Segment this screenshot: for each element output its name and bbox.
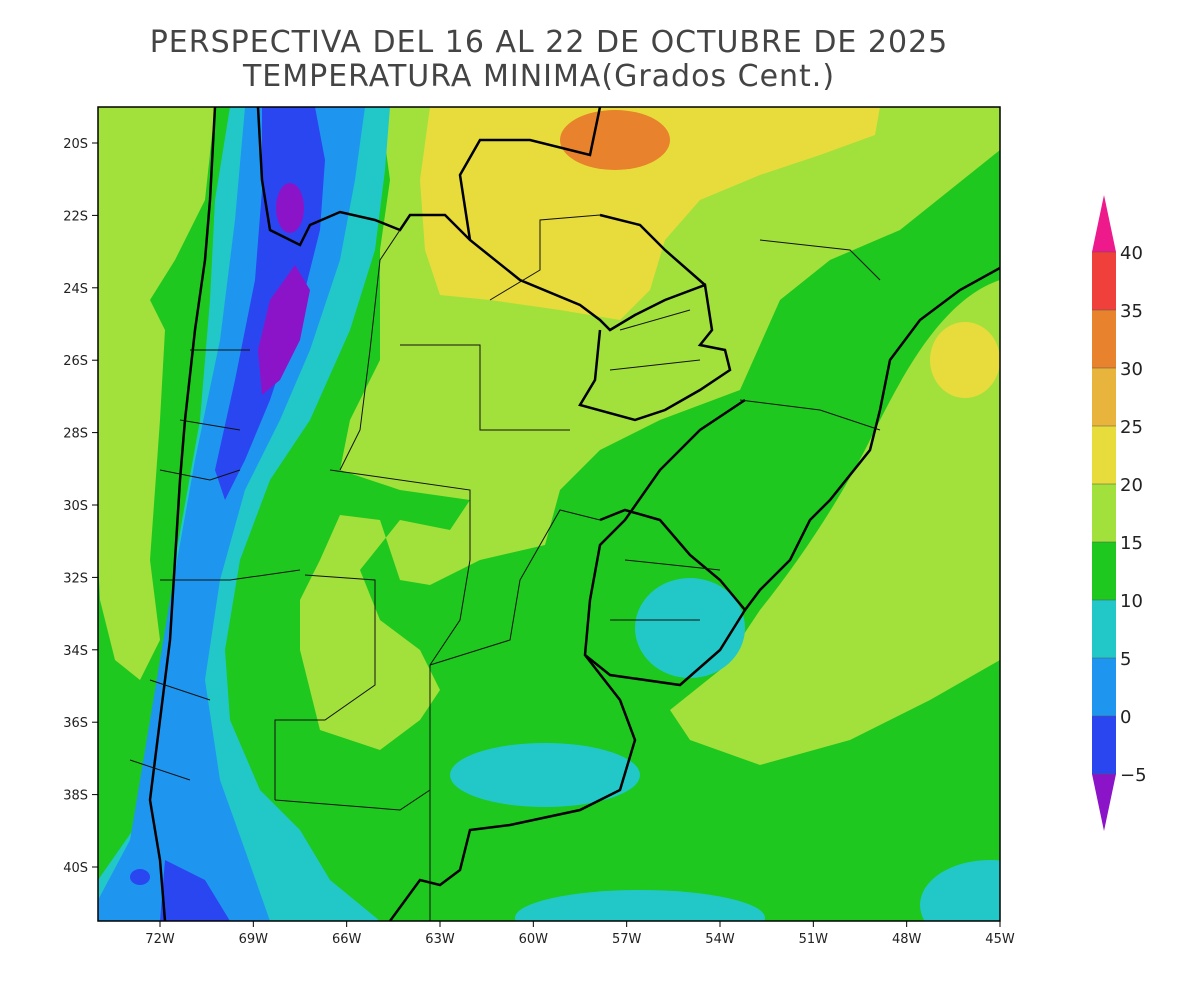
field-region <box>420 107 880 320</box>
field-region <box>258 265 310 395</box>
colorbar-swatch <box>1092 310 1116 368</box>
colorbar-label: 15 <box>1120 533 1143 554</box>
field-region <box>635 578 745 678</box>
country-border <box>458 107 602 241</box>
x-tick-label: 45W <box>985 932 1015 947</box>
colorbar-swatch <box>1092 658 1116 716</box>
x-tick-label: 60W <box>519 932 549 947</box>
colorbar-label: 20 <box>1120 475 1143 496</box>
x-tick-label: 72W <box>145 932 175 947</box>
y-tick-label: 20S <box>63 137 88 152</box>
colorbar-swatch <box>1092 426 1116 484</box>
y-tick-label: 32S <box>63 571 88 586</box>
x-tick-label: 54W <box>705 932 735 947</box>
colorbar-label: 5 <box>1120 649 1131 670</box>
field-region <box>276 183 304 233</box>
colorbar-label: −5 <box>1120 765 1147 786</box>
country-border <box>256 107 732 422</box>
y-tick-label: 38S <box>63 789 88 804</box>
y-tick-label: 30S <box>63 499 88 514</box>
x-tick-label: 66W <box>332 932 362 947</box>
x-tick-label: 48W <box>892 932 922 947</box>
colorbar-label: 30 <box>1120 359 1143 380</box>
y-tick-label: 28S <box>63 427 88 442</box>
colorbar-label: 35 <box>1120 301 1143 322</box>
map-frame <box>97 106 1001 922</box>
colorbar-swatch <box>1092 600 1116 658</box>
coastline <box>744 266 1000 611</box>
field-region <box>670 280 1000 765</box>
field-region <box>160 860 230 921</box>
colorbar-top-triangle <box>1092 195 1116 252</box>
colorbar-bottom-triangle <box>1092 774 1116 831</box>
colorbar-swatch <box>1092 252 1116 310</box>
colorbar-swatch <box>1092 716 1116 774</box>
colorbar-label: 40 <box>1120 243 1143 264</box>
title-line-1: PERSPECTIVA DEL 16 AL 22 DE OCTUBRE DE 2… <box>150 25 949 60</box>
country-border <box>583 398 747 687</box>
y-tick-label: 36S <box>63 716 88 731</box>
y-tick-label: 22S <box>63 209 88 224</box>
title-line-2: TEMPERATURA MINIMA(Grados Cent.) <box>242 59 835 94</box>
x-tick-label: 63W <box>425 932 455 947</box>
colorbar-swatch <box>1092 368 1116 426</box>
x-tick-label: 69W <box>239 932 269 947</box>
country-border <box>148 107 217 921</box>
colorbar-label: 10 <box>1120 591 1143 612</box>
y-tick-label: 40S <box>63 861 88 876</box>
coastline <box>388 654 637 921</box>
field-region <box>450 743 640 807</box>
country-border <box>599 213 706 286</box>
x-tick-label: 51W <box>799 932 829 947</box>
field-region <box>98 107 215 680</box>
field-region <box>930 322 1000 398</box>
colorbar-label: 0 <box>1120 707 1131 728</box>
province-border <box>129 349 301 781</box>
colorbar-swatch <box>1092 542 1116 600</box>
y-tick-label: 34S <box>63 644 88 659</box>
map-field <box>98 107 1000 921</box>
field-region <box>560 110 670 170</box>
y-tick-label: 26S <box>63 354 88 369</box>
province-border <box>274 214 881 921</box>
x-tick-label: 57W <box>612 932 642 947</box>
colorbar-label: 25 <box>1120 417 1143 438</box>
colorbar-swatch <box>1092 484 1116 542</box>
field-region <box>920 860 1000 921</box>
y-tick-label: 24S <box>63 282 88 297</box>
field-region <box>130 869 150 885</box>
field-region <box>515 890 765 921</box>
